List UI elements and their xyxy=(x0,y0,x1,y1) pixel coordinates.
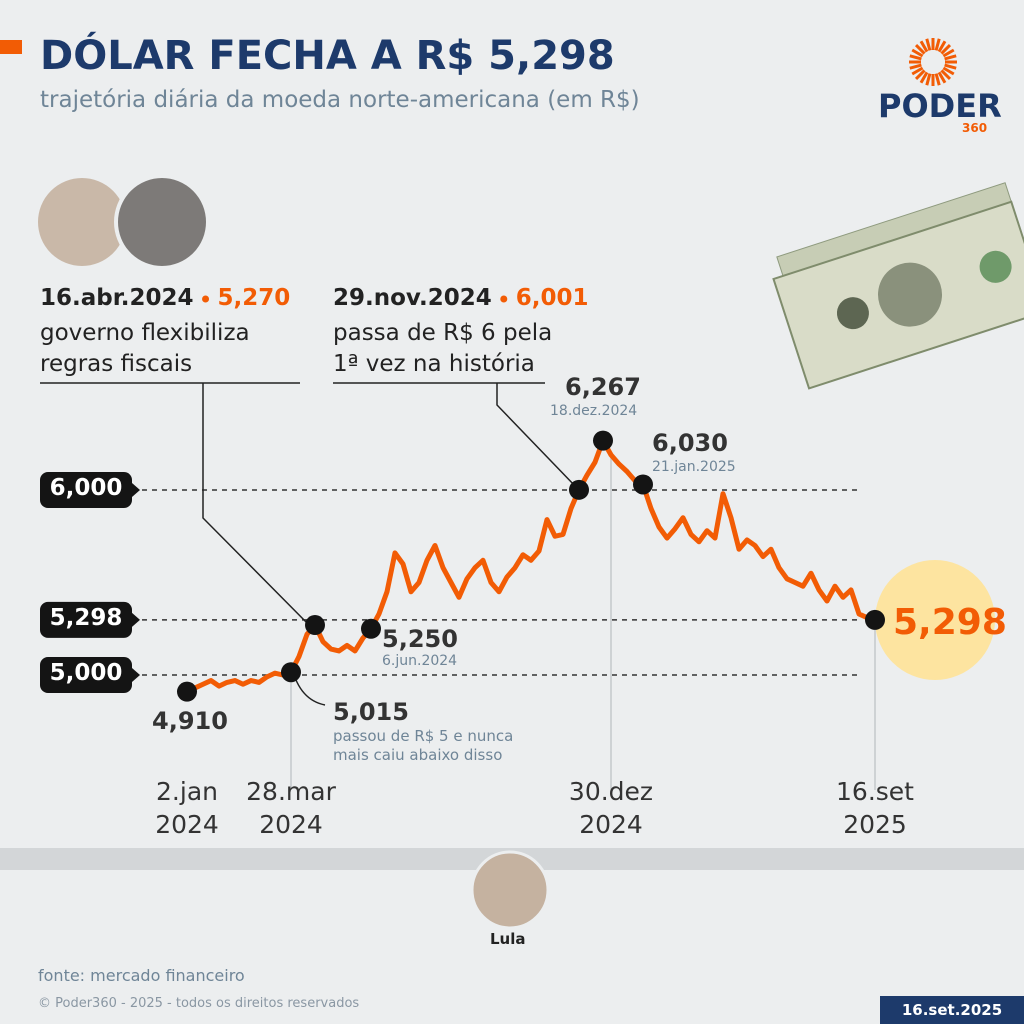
title: DÓLAR FECHA A R$ 5,298 xyxy=(40,33,615,79)
y-tick-label: 6,000 xyxy=(49,475,123,501)
logo-ray xyxy=(942,48,955,58)
point-note: passou de R$ 5 e nunca mais caiu abaixo … xyxy=(333,727,514,764)
point xyxy=(177,681,197,702)
tick-badge xyxy=(40,657,132,693)
tick-pointer xyxy=(132,668,140,682)
x-tick-label: 30.dez 2024 xyxy=(568,777,654,839)
callout-value: 5,270 xyxy=(217,285,291,311)
callout-date: 29.nov.2024 xyxy=(333,285,492,311)
dollar-bills xyxy=(772,182,1024,390)
leader-line xyxy=(40,382,312,628)
tick-badge xyxy=(40,472,132,508)
x-tick-label: 28.mar 2024 xyxy=(246,777,336,839)
logo-ray xyxy=(942,66,955,76)
callout-note: governo flexibiliza regras fiscais xyxy=(40,320,250,378)
person-name: Lula xyxy=(490,930,526,948)
point xyxy=(633,474,653,495)
logo-ray xyxy=(911,66,924,76)
value-label: 5,250 xyxy=(382,625,458,653)
brand-suffix: 360 xyxy=(962,121,988,135)
x-tick-label: 16.set 2025 xyxy=(836,777,914,839)
logo-ray xyxy=(934,73,941,86)
point xyxy=(593,430,613,451)
subtitle: trajetória diária da moeda norte-america… xyxy=(40,87,640,113)
brand: PODER xyxy=(878,87,1002,125)
logo-ray xyxy=(925,73,932,86)
point xyxy=(361,618,381,639)
y-tick-label: 5,000 xyxy=(49,660,123,686)
copyright: © Poder360 - 2025 - todos os direitos re… xyxy=(38,996,360,1011)
logo-ray xyxy=(909,63,922,70)
point xyxy=(281,662,301,683)
leader-line xyxy=(333,382,578,489)
point xyxy=(865,609,885,630)
date-label: 21.jan.2025 xyxy=(652,459,736,475)
tick-badge xyxy=(40,601,132,638)
value-label: 6,030 xyxy=(652,429,728,457)
date-badge: 16.set.2025 xyxy=(880,996,1024,1024)
callout-note: passa de R$ 6 pela 1ª vez na história xyxy=(333,320,553,378)
logo-ray xyxy=(934,38,941,51)
value-label: 4,910 xyxy=(152,707,228,735)
logo-ray xyxy=(919,40,929,53)
value-label: 6,267 xyxy=(565,373,641,401)
x-tick-label: 2.jan 2024 xyxy=(155,777,219,839)
point xyxy=(305,615,325,636)
tick-pointer xyxy=(132,483,140,497)
logo-ray xyxy=(937,71,947,84)
logo-ray xyxy=(940,43,952,55)
accent xyxy=(0,40,22,54)
line xyxy=(185,438,876,694)
date-label: 18.dez.2024 xyxy=(550,403,638,419)
logo-ray xyxy=(937,40,947,53)
callout-date: 16.abr.2024 xyxy=(40,285,194,311)
bullet xyxy=(500,295,508,303)
source: fonte: mercado financeiro xyxy=(38,966,245,985)
value-label: 5,298 xyxy=(893,602,1007,643)
y-tick-label: 5,298 xyxy=(49,604,123,631)
highlight xyxy=(875,560,995,680)
logo-ray xyxy=(911,48,924,58)
callout-value: 6,001 xyxy=(515,285,589,311)
logo-ray xyxy=(940,69,952,81)
logo-ray xyxy=(925,38,932,51)
date-label: 6.jun.2024 xyxy=(382,653,458,669)
point xyxy=(569,479,589,500)
logo-ray xyxy=(944,63,957,70)
value-label: 5,015 xyxy=(333,698,409,726)
bullet xyxy=(202,295,210,303)
photos xyxy=(34,174,550,930)
logo-ray xyxy=(909,54,922,61)
tick-pointer xyxy=(132,612,140,627)
logo-ray xyxy=(914,69,926,81)
logo-ray xyxy=(944,54,957,61)
logo-ray xyxy=(914,43,926,55)
logo-ray xyxy=(919,71,929,84)
